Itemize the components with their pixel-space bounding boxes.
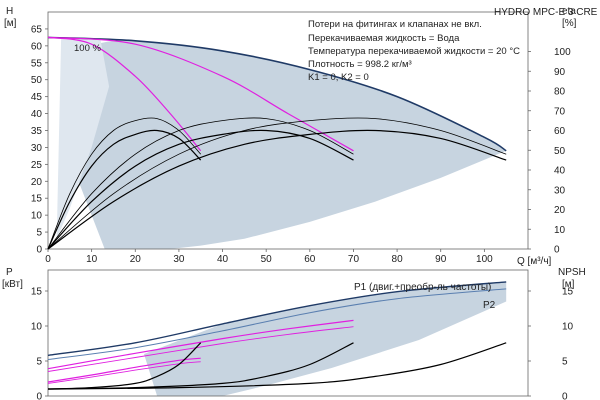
bottom-y2-axis-label-1: NPSH bbox=[558, 267, 586, 278]
series-line bbox=[47, 288, 507, 361]
y-tick-label: 10 bbox=[31, 211, 43, 222]
chart-title: HYDRO MPC-E 3 CRE 20-3 bbox=[494, 7, 600, 18]
bottom-y2-tick-label: 15 bbox=[562, 287, 574, 298]
bottom-y2-axis-label-2: [м] bbox=[562, 279, 575, 290]
series-line bbox=[47, 129, 507, 250]
y2-tick-label: 60 bbox=[554, 126, 566, 137]
x-tick-label: 70 bbox=[348, 254, 360, 265]
y-tick-label: 65 bbox=[31, 24, 43, 35]
series-line bbox=[47, 319, 354, 370]
bottom-y-tick-label: 15 bbox=[31, 287, 43, 298]
x-tick-label: 90 bbox=[435, 254, 447, 265]
series-line bbox=[47, 36, 354, 152]
series-line bbox=[47, 129, 202, 250]
bottom-y-tick-label: 10 bbox=[31, 322, 43, 333]
y2-tick-label: 80 bbox=[554, 87, 566, 98]
x-tick-label: 10 bbox=[86, 254, 98, 265]
operating-envelope-bottom bbox=[144, 281, 507, 396]
y-tick-label: 55 bbox=[31, 58, 43, 69]
y2-tick-label: 90 bbox=[554, 67, 566, 78]
annotation-100-percent: 100 % bbox=[74, 43, 101, 54]
y2-tick-label: 30 bbox=[554, 185, 566, 196]
y-tick-label: 60 bbox=[31, 41, 43, 52]
y2-tick-label: 40 bbox=[554, 166, 566, 177]
y2-tick-label: 50 bbox=[554, 146, 566, 157]
y2-tick-label: 20 bbox=[554, 205, 566, 216]
x-tick-label: 50 bbox=[261, 254, 273, 265]
series-line bbox=[47, 281, 507, 357]
note-density: Плотность = 998.2 кг/м³ bbox=[308, 59, 412, 70]
y2-tick-label: 0 bbox=[554, 245, 560, 256]
bottom-y2-axis-ticks: 0 5 10 15 bbox=[528, 287, 574, 400]
series-line bbox=[47, 117, 507, 250]
y-tick-label: 40 bbox=[31, 109, 43, 120]
x-tick-label: 60 bbox=[304, 254, 316, 265]
y2-tick-label: 10 bbox=[554, 225, 566, 236]
top-x-axis-ticks: 0 10 20 30 40 50 60 70 80 90 100 bbox=[45, 249, 493, 265]
bottom-series-group bbox=[47, 281, 507, 390]
series-line bbox=[47, 326, 354, 372]
note-temperature: Температура перекачиваемой жидкости = 20… bbox=[308, 46, 520, 57]
y2-tick-label: 100 bbox=[554, 47, 571, 58]
x-tick-label: 20 bbox=[130, 254, 142, 265]
bottom-y2-tick-label: 5 bbox=[562, 357, 568, 368]
y-tick-label: 20 bbox=[31, 177, 43, 188]
operating-envelope-top-inner bbox=[56, 39, 110, 239]
series-line bbox=[47, 342, 202, 390]
y-tick-label: 50 bbox=[31, 75, 43, 86]
bottom-y2-tick-label: 10 bbox=[562, 322, 574, 333]
top-x-axis-label: Q [м³/ч] bbox=[517, 256, 552, 267]
top-y2-axis-label-1: eta bbox=[562, 6, 576, 17]
x-tick-label: 80 bbox=[392, 254, 404, 265]
y-tick-label: 30 bbox=[31, 143, 43, 154]
series-line bbox=[47, 357, 201, 383]
bottom-y-tick-label: 0 bbox=[36, 392, 42, 400]
series-line bbox=[47, 36, 202, 152]
y-tick-label: 0 bbox=[36, 245, 42, 256]
top-y-axis-label-2: [м] bbox=[4, 18, 17, 29]
series-label-p1: P1 (двиг.+преобр-ль частоты) bbox=[354, 281, 491, 293]
series-line bbox=[47, 129, 354, 250]
top-y-axis-label-1: H bbox=[6, 6, 13, 17]
y-tick-label: 45 bbox=[31, 92, 43, 103]
top-y2-axis-label-2: [%] bbox=[562, 18, 577, 29]
y2-tick-label: 70 bbox=[554, 106, 566, 117]
series-line bbox=[47, 342, 507, 390]
x-tick-label: 0 bbox=[45, 254, 51, 265]
bottom-y-tick-label: 5 bbox=[36, 357, 42, 368]
y-tick-label: 25 bbox=[31, 160, 43, 171]
top-envelope bbox=[56, 39, 507, 249]
bottom-y-axis-label-1: P bbox=[6, 267, 13, 278]
note-fluid: Перекачиваемая жидкость = Вода bbox=[308, 33, 460, 44]
series-line bbox=[47, 361, 201, 384]
bottom-y2-tick-label: 0 bbox=[562, 392, 568, 400]
series-line bbox=[47, 36, 507, 152]
top-series-group bbox=[47, 36, 507, 250]
series-label-p2: P2 bbox=[483, 300, 496, 311]
y-tick-label: 35 bbox=[31, 126, 43, 137]
note-fittings: Потери на фитингах и клапанах не вкл. bbox=[308, 19, 482, 30]
y-tick-label: 5 bbox=[36, 228, 42, 239]
top-y-axis-ticks: 0 5 10 15 20 25 30 35 40 45 50 55 60 65 bbox=[31, 24, 48, 256]
x-tick-label: 30 bbox=[173, 254, 185, 265]
bottom-envelope bbox=[144, 281, 507, 396]
series-line bbox=[47, 117, 354, 250]
note-k-factors: K1 = 0, K2 = 0 bbox=[308, 72, 369, 83]
x-tick-label: 40 bbox=[217, 254, 229, 265]
x-tick-label: 100 bbox=[476, 254, 493, 265]
operating-envelope-top bbox=[78, 40, 507, 249]
y-tick-label: 15 bbox=[31, 194, 43, 205]
bottom-plot-frame bbox=[47, 269, 529, 397]
top-y2-axis-ticks: 0 10 20 30 40 50 60 70 80 90 100 bbox=[528, 47, 571, 256]
series-line bbox=[47, 117, 201, 250]
bottom-y-axis-ticks: 0 5 10 15 bbox=[31, 287, 48, 400]
bottom-y-axis-label-2: [кВт] bbox=[2, 279, 23, 290]
